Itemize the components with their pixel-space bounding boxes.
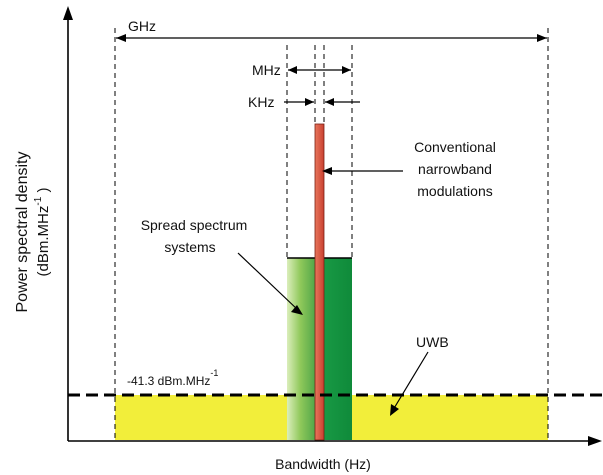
- x-axis-arrowhead: [588, 436, 602, 446]
- spread-label-line1: Spread spectrum: [141, 217, 248, 233]
- spread-pointer: [237, 252, 299, 311]
- narrowband-bar: [314, 123, 325, 441]
- ghz-arrowhead-left: [116, 34, 126, 42]
- conventional-label-line2: narrowband: [418, 161, 492, 177]
- y-axis-unit-text: (dBm.MHz: [35, 206, 52, 277]
- emission-level-text: -41.3 dBm.MHz: [127, 374, 210, 388]
- ghz-arrowhead-right: [537, 34, 547, 42]
- conventional-label-line3: modulations: [417, 183, 493, 199]
- mhz-arrowhead-right: [342, 66, 351, 74]
- x-axis-label: Bandwidth (Hz): [275, 456, 371, 472]
- y-axis-unit-sup: -1: [33, 196, 44, 205]
- uwb-pointer-head: [390, 404, 399, 416]
- uwb-pointer: [392, 351, 429, 411]
- spread-pointer-head: [291, 305, 303, 315]
- conventional-label-line1: Conventional: [414, 139, 496, 155]
- emission-level-sup: -1: [210, 368, 218, 378]
- mhz-arrowhead-left: [288, 66, 297, 74]
- y-axis-label-line2: (dBm.MHz-1 ): [33, 188, 52, 277]
- khz-arrowhead-left: [305, 98, 314, 106]
- mhz-label: MHz: [252, 62, 281, 78]
- y-axis-unit-close: ): [35, 188, 52, 197]
- ghz-label: GHz: [128, 18, 156, 34]
- khz-arrowhead-right: [325, 98, 334, 106]
- spread-label-line2: systems: [164, 239, 215, 255]
- emission-level-label: -41.3 dBm.MHz-1: [127, 368, 218, 388]
- y-axis-arrowhead: [63, 6, 73, 20]
- uwb-label: UWB: [416, 334, 449, 350]
- spread-spectrum-block-left: [287, 258, 317, 440]
- khz-label: KHz: [248, 94, 274, 110]
- y-axis-label-line1: Power spectral density: [14, 152, 31, 313]
- narrowband-pointer-head: [322, 167, 332, 175]
